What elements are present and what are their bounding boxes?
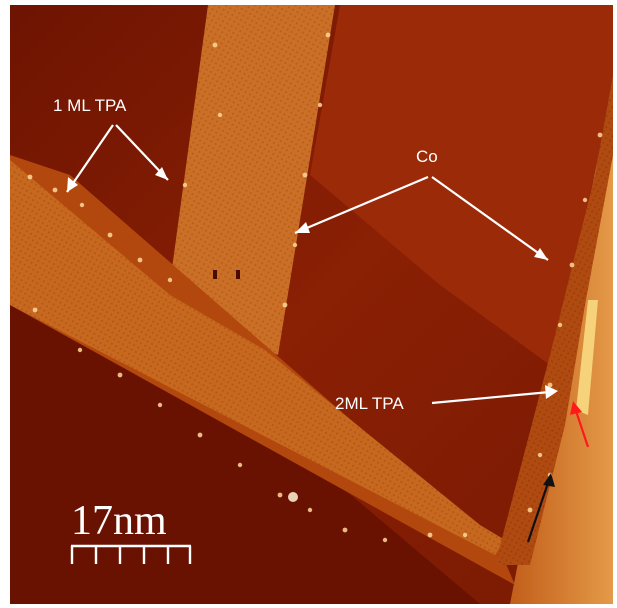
scale-bar-label: 17nm bbox=[71, 498, 167, 544]
scale-bar bbox=[70, 544, 192, 564]
defect bbox=[236, 270, 240, 279]
defect bbox=[213, 270, 217, 279]
co-clusters bbox=[27, 32, 603, 543]
tpa-strip-vertical-lattice bbox=[167, 5, 335, 355]
stm-image-canvas bbox=[10, 5, 613, 604]
label-1ml-tpa: 1 ML TPA bbox=[53, 96, 127, 115]
lower-terrace bbox=[10, 305, 480, 604]
upper-terrace bbox=[310, 5, 613, 365]
label-2ml-tpa: 2ML TPA bbox=[335, 394, 404, 413]
annotation-arrows bbox=[66, 124, 590, 543]
stm-image bbox=[10, 5, 613, 604]
tpa-strip-diagonal-lattice bbox=[10, 160, 505, 555]
tpa-strip-right-lattice bbox=[495, 75, 613, 565]
tpa-2ml-edge bbox=[576, 300, 598, 415]
label-co: Co bbox=[416, 147, 438, 166]
